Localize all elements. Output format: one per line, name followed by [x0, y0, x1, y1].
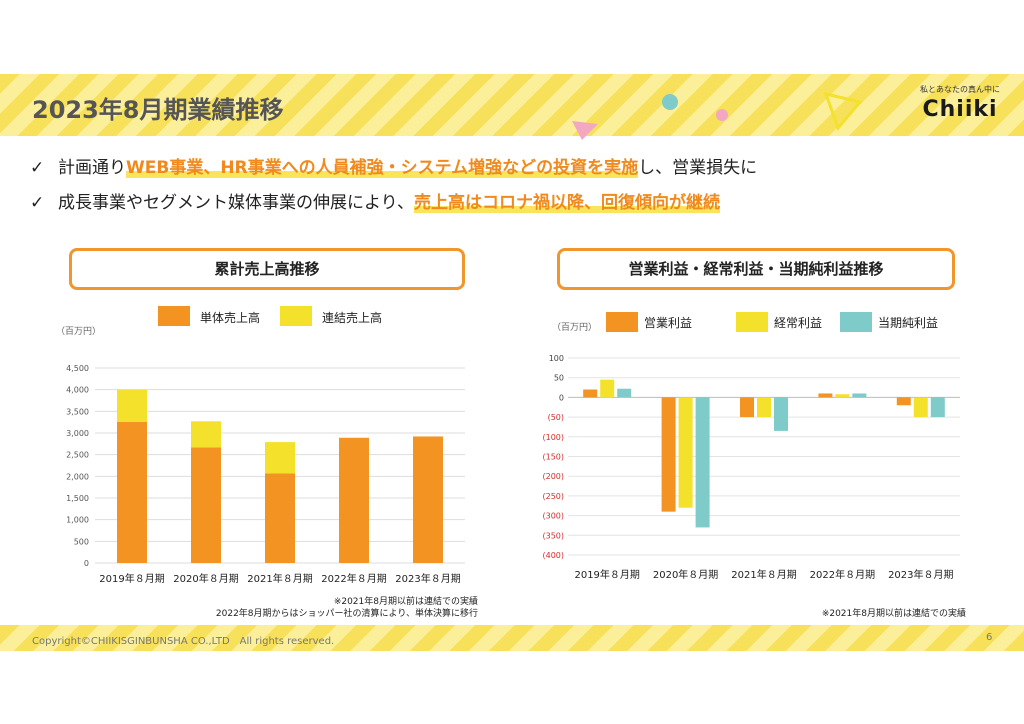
- bar: [191, 421, 221, 448]
- check-icon: ✓: [30, 193, 45, 213]
- right-chart-note: ※2021年8月期以前は連結での実績: [821, 609, 966, 619]
- y-tick-label: 2,500: [66, 451, 89, 460]
- legend-swatch: [280, 306, 312, 326]
- x-tick-label: 2020年８月期: [653, 568, 718, 581]
- bar: [852, 393, 867, 398]
- pink-dot-decoration: [716, 109, 728, 121]
- bar: [617, 388, 632, 398]
- logo-wordmark: Chiiki: [922, 97, 998, 122]
- pink-triangle-decoration: [572, 121, 598, 140]
- bar: [695, 397, 710, 528]
- legend-label: 経常利益: [774, 316, 822, 330]
- left-chart-note-1: ※2021年8月期以前は連結での実績: [333, 597, 478, 607]
- legend-swatch: [606, 312, 638, 332]
- y-tick-label: 1,500: [66, 494, 89, 503]
- footer-band: [0, 625, 1024, 651]
- bullet-2-text-before: 成長事業やセグメント媒体事業の伸展により、: [58, 193, 414, 213]
- bar: [413, 436, 443, 563]
- bar: [678, 397, 693, 508]
- y-tick-label: (150): [542, 453, 564, 462]
- bar: [600, 379, 615, 398]
- bullet-1-highlight: WEB事業、HR事業への人員補強・システム増強などの投資を実施: [126, 158, 639, 178]
- bar: [583, 389, 598, 398]
- left-panel-title: 累計売上高推移: [69, 248, 465, 290]
- bar: [191, 447, 221, 563]
- y-tick-label: 1,000: [66, 516, 89, 525]
- profit-chart: （百万円） 営業利益 経常利益 当期純利益 100 50 0 (50) (100) (150) (2…: [542, 312, 960, 581]
- teal-dot-decoration: [662, 94, 678, 110]
- bar: [117, 421, 147, 563]
- bar: [818, 393, 833, 398]
- x-tick-label: 2023年８月期: [395, 572, 460, 585]
- y-tick-label: 0: [84, 559, 89, 568]
- y-tick-label: 0: [559, 393, 564, 402]
- y-axis-unit-label: （百万円）: [552, 322, 597, 333]
- slide-title: 2023年8月期業績推移: [32, 96, 284, 124]
- y-tick-label: 500: [74, 537, 89, 546]
- yellow-triangle-outline-decoration: [823, 91, 863, 131]
- y-axis-unit-label: （百万円）: [56, 326, 101, 337]
- decorative-shapes: [572, 91, 863, 140]
- x-tick-label: 2023年８月期: [888, 568, 953, 581]
- bar: [835, 394, 850, 398]
- y-tick-label: 3,000: [66, 429, 89, 438]
- copyright-text: Copyright©CHIIKISGINBUNSHA CO.,LTD All r…: [32, 636, 335, 647]
- x-tick-label: 2022年８月期: [810, 568, 875, 581]
- bullet-1-text-after: し、営業損失に: [638, 158, 758, 178]
- y-tick-label: 4,500: [66, 364, 89, 373]
- y-tick-label: 3,500: [66, 407, 89, 416]
- x-tick-label: 2022年８月期: [321, 572, 386, 585]
- x-tick-label: 2020年８月期: [173, 572, 238, 585]
- bar: [117, 389, 147, 422]
- legend-label: 連結売上高: [322, 310, 382, 325]
- y-tick-label: (50): [548, 413, 564, 422]
- header-band: [0, 74, 1024, 136]
- bullet-1-text-before: 計画通り: [58, 158, 126, 178]
- y-tick-label: (350): [542, 531, 564, 540]
- bar: [757, 397, 771, 418]
- bar: [265, 442, 295, 474]
- bar: [740, 397, 754, 418]
- x-tick-label: 2019年８月期: [574, 568, 639, 581]
- bar: [265, 473, 295, 563]
- y-tick-label: (250): [542, 492, 564, 501]
- y-tick-label: (400): [542, 551, 564, 560]
- bar: [661, 397, 676, 512]
- legend-swatch: [736, 312, 768, 332]
- right-panel-title: 営業利益・経常利益・当期純利益推移: [557, 248, 955, 290]
- legend-swatch: [158, 306, 190, 326]
- y-tick-label: 50: [554, 374, 564, 383]
- y-tick-label: 4,000: [66, 386, 89, 395]
- y-tick-label: (100): [542, 433, 564, 442]
- bar: [930, 397, 945, 418]
- legend-swatch: [840, 312, 872, 332]
- page-number: 6: [986, 632, 993, 643]
- legend-label: 営業利益: [644, 316, 692, 330]
- bullet-1: ✓ 計画通りWEB事業、HR事業への人員補強・システム増強などの投資を実施し、営業…: [30, 153, 757, 178]
- bar: [774, 397, 788, 431]
- legend-label: 当期純利益: [878, 316, 938, 330]
- sales-chart: （百万円） 単体売上高 連結売上高 0 500 1,000 1,500 2,000 2,500 3…: [56, 306, 465, 585]
- bar: [896, 397, 911, 406]
- x-tick-label: 2019年８月期: [99, 572, 164, 585]
- y-tick-label: 100: [549, 354, 564, 363]
- bar: [913, 397, 928, 418]
- x-tick-label: 2021年８月期: [247, 572, 312, 585]
- left-chart-note-2: 2022年8月期からはショッパー社の清算により、単体決算に移行: [215, 609, 478, 619]
- logo-tagline: 私とあなたの真ん中に: [920, 85, 1000, 94]
- y-tick-label: 2,000: [66, 472, 89, 481]
- x-tick-label: 2021年８月期: [731, 568, 796, 581]
- company-logo: 私とあなたの真ん中に Chiiki: [905, 84, 1015, 132]
- bar: [339, 437, 369, 563]
- legend-label: 単体売上高: [200, 310, 260, 325]
- check-icon: ✓: [30, 158, 45, 178]
- bullet-2: ✓ 成長事業やセグメント媒体事業の伸展により、売上高はコロナ禍以降、回復傾向が継続: [30, 188, 720, 213]
- y-tick-label: (300): [542, 512, 564, 521]
- bullet-2-highlight: 売上高はコロナ禍以降、回復傾向が継続: [413, 193, 720, 213]
- y-tick-label: (200): [542, 472, 564, 481]
